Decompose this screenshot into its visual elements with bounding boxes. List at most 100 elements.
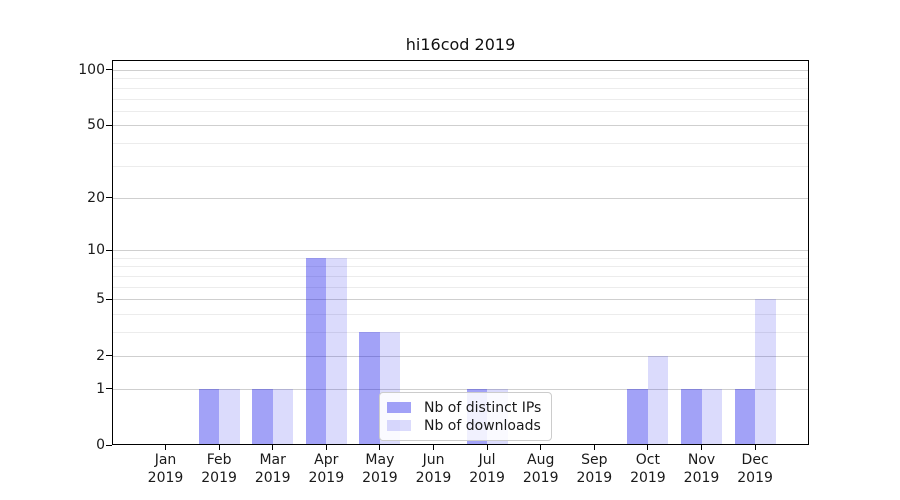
- x-tick-year: 2019: [362, 470, 398, 486]
- y-tick-label-0: 0: [96, 437, 105, 453]
- y-tick-mark-5: [106, 298, 112, 300]
- bar-nov-downloads: [701, 388, 722, 445]
- x-tick-mark-apr: [325, 445, 327, 450]
- y-tick-label-5: 5: [96, 291, 105, 308]
- bar-mar-ips: [252, 388, 273, 445]
- x-tick-month: Mar: [259, 452, 286, 468]
- bar-nov-ips: [681, 388, 702, 445]
- bar-may-ips: [359, 332, 380, 445]
- gridline-minor-60: [112, 110, 809, 112]
- x-tick-mark-feb: [218, 445, 220, 450]
- y-tick-label-1: 1: [96, 380, 105, 397]
- x-tick-year: 2019: [576, 470, 613, 486]
- x-tick-year: 2019: [308, 470, 345, 486]
- y-tick-label-2: 2: [96, 347, 105, 364]
- x-tick-month: Jan: [154, 452, 177, 468]
- x-tick-mark-jan: [164, 445, 167, 450]
- x-tick-mark-sep: [593, 445, 595, 450]
- x-tick-year: 2019: [630, 470, 666, 486]
- x-tick-mark-nov: [700, 445, 703, 450]
- x-tick-month: Dec: [741, 452, 769, 468]
- gridline-minor-30: [112, 165, 809, 167]
- gridline-minor-6: [112, 286, 809, 288]
- x-tick-mark-oct: [647, 445, 649, 450]
- x-tick-month: May: [365, 452, 395, 468]
- x-tick-label-sep: Sep 2019: [559, 451, 629, 487]
- x-tick-year: 2019: [254, 470, 291, 486]
- x-tick-year: 2019: [683, 470, 720, 486]
- gridline-major-10: [112, 250, 809, 252]
- x-tick-month: Jul: [478, 452, 496, 468]
- x-tick-month: Apr: [314, 452, 339, 468]
- legend: Nb of distinct IPs Nb of downloads: [379, 392, 553, 441]
- gridline-minor-8: [112, 266, 809, 268]
- x-tick-label-nov: Nov 2019: [667, 451, 737, 487]
- x-tick-label-aug: Aug 2019: [506, 451, 576, 487]
- x-tick-mark-mar: [272, 445, 274, 450]
- x-tick-mark-aug: [540, 445, 542, 450]
- gridline-major-5: [112, 299, 809, 301]
- bar-apr-ips: [305, 257, 327, 445]
- bar-feb-downloads: [219, 388, 240, 445]
- x-tick-label-jun: Jun 2019: [399, 451, 469, 487]
- y-tick-mark-10: [106, 249, 112, 251]
- bar-dec-downloads: [755, 299, 776, 445]
- bar-feb-ips: [198, 388, 220, 445]
- gridline-major-2: [112, 355, 809, 357]
- x-tick-year: 2019: [147, 470, 184, 486]
- bar-dec-ips: [734, 388, 756, 445]
- x-tick-label-feb: Feb 2019: [184, 451, 254, 487]
- y-tick-label-20: 20: [87, 189, 105, 206]
- gridline-major-20: [112, 197, 809, 199]
- x-tick-year: 2019: [415, 470, 452, 486]
- x-tick-month: Oct: [635, 452, 660, 468]
- gridline-minor-4: [112, 314, 809, 316]
- x-tick-year: 2019: [522, 470, 559, 486]
- gridline-minor-80: [112, 87, 809, 89]
- x-tick-label-jul: Jul 2019: [452, 451, 522, 487]
- x-tick-mark-jul: [486, 445, 488, 450]
- x-tick-mark-jun: [432, 445, 435, 450]
- legend-label: Nb of distinct IPs: [424, 399, 542, 416]
- gridline-minor-7: [112, 276, 809, 277]
- x-tick-year: 2019: [201, 470, 237, 486]
- y-tick-mark-20: [106, 197, 112, 199]
- x-tick-label-mar: Mar 2019: [238, 451, 308, 487]
- y-tick-mark-0: [106, 444, 112, 446]
- y-tick-label-100: 100: [78, 61, 105, 78]
- y-tick-mark-2: [106, 355, 112, 357]
- gridline-major-1: [112, 388, 809, 390]
- gridline-major-50: [112, 125, 809, 127]
- gridline-minor-9: [112, 257, 809, 259]
- bar-mar-downloads: [272, 388, 294, 445]
- x-tick-label-may: May 2019: [345, 451, 415, 487]
- chart-title: hi16cod 2019: [405, 35, 516, 54]
- x-tick-month: Jun: [422, 452, 445, 468]
- legend-row-ips: Nb of distinct IPs: [387, 399, 541, 416]
- y-tick-label-50: 50: [87, 117, 105, 134]
- bar-oct-downloads: [647, 355, 669, 445]
- y-tick-label-10: 10: [87, 242, 105, 259]
- x-tick-label-jan: Jan 2019: [131, 451, 201, 487]
- x-tick-month: Aug: [527, 452, 555, 468]
- x-tick-month: Nov: [687, 452, 716, 468]
- bar-oct-ips: [627, 388, 648, 445]
- x-tick-mark-may: [379, 445, 381, 450]
- gridline-minor-70: [112, 98, 809, 100]
- x-tick-month: Feb: [206, 452, 232, 468]
- gridline-minor-3: [112, 332, 809, 334]
- legend-label: Nb of downloads: [424, 417, 541, 434]
- legend-row-downloads: Nb of downloads: [387, 417, 541, 434]
- y-tick-mark-1: [106, 388, 112, 390]
- bar-apr-downloads: [326, 257, 347, 445]
- legend-swatch-downloads: [387, 420, 411, 431]
- x-tick-mark-dec: [754, 445, 756, 450]
- plot-area: [112, 60, 809, 445]
- y-tick-mark-100: [106, 69, 112, 71]
- gridline-minor-90: [112, 78, 809, 80]
- gridline-major-100: [112, 69, 809, 71]
- legend-swatch-ips: [387, 402, 411, 413]
- x-tick-label-oct: Oct 2019: [613, 451, 683, 487]
- x-tick-month: Sep: [581, 452, 608, 468]
